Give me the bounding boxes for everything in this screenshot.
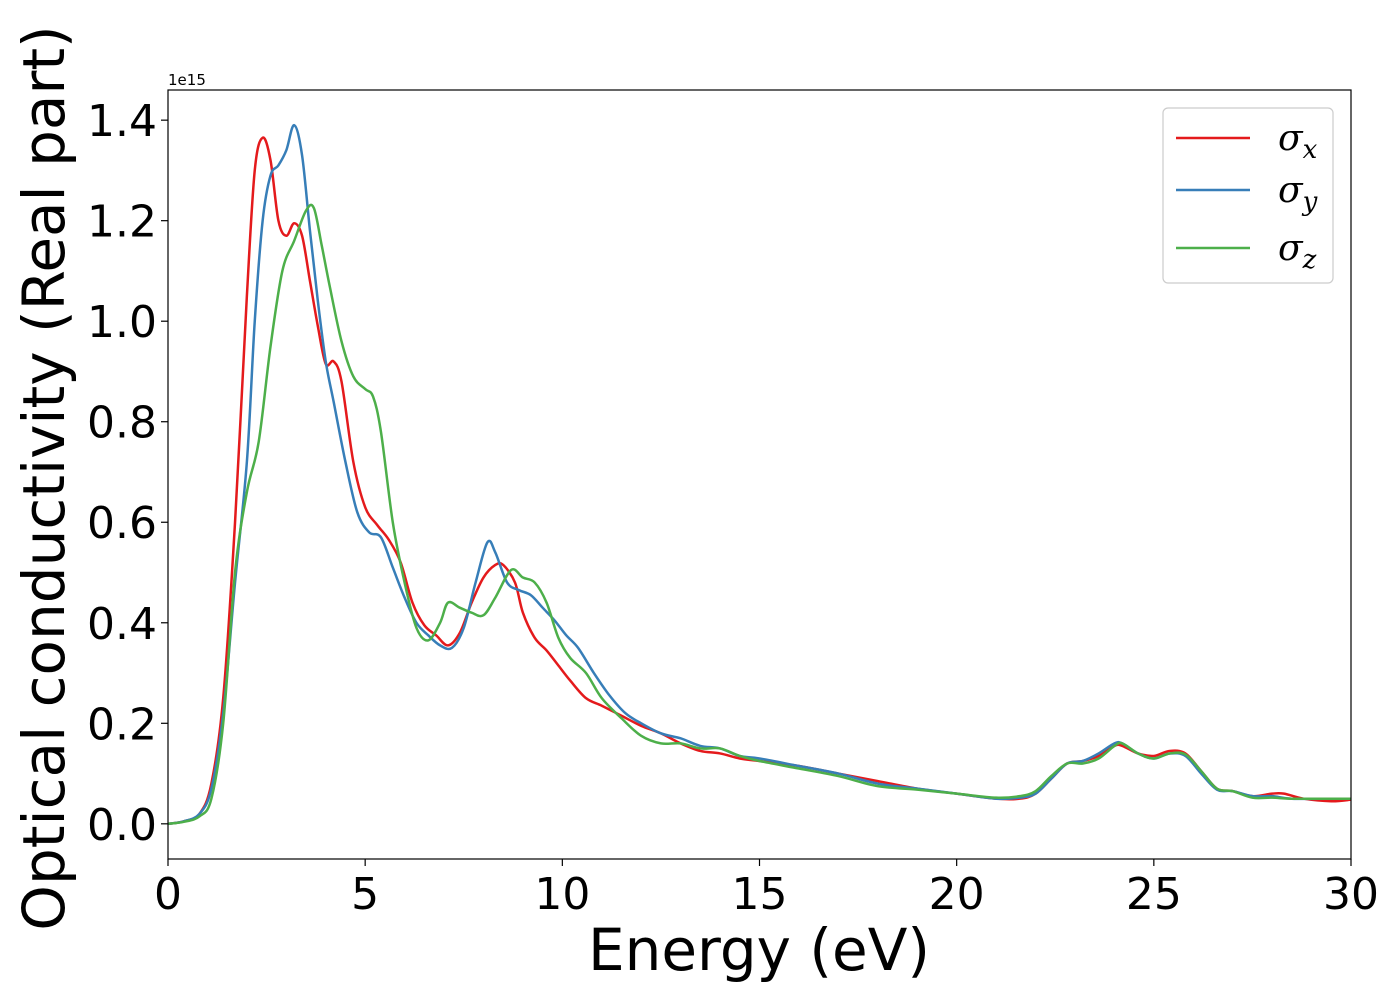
y-offset-label: 1e15 [168, 71, 206, 89]
series-lines [167, 123, 1352, 826]
legend-box [1162, 107, 1334, 284]
legend-label-sigma-x: σx [1278, 118, 1318, 165]
series-line-sigma-x [167, 136, 1352, 826]
y-tick-label: 0.0 [87, 800, 157, 851]
x-axis-ticks: 0 5 10 15 20 25 30 [154, 859, 1379, 920]
legend: σx σy σz [1162, 107, 1334, 284]
legend-symbol-sigma-y: σ [1278, 170, 1304, 211]
legend-symbol-sigma-z: σ [1278, 228, 1304, 269]
x-tick-label: 0 [154, 869, 182, 920]
y-tick-label: 0.6 [87, 498, 157, 549]
series-line-sigma-z [167, 203, 1351, 826]
x-tick-label: 10 [534, 869, 590, 920]
plot-area [168, 90, 1351, 859]
legend-subscript-x: x [1303, 135, 1318, 165]
legend-label-sigma-z: σz [1278, 228, 1317, 275]
y-axis-ticks: 0.0 0.2 0.4 0.6 0.8 1.0 1.2 1.4 [87, 96, 168, 851]
legend-subscript-y: y [1302, 187, 1318, 217]
y-tick-label: 0.2 [87, 699, 157, 750]
series-line-sigma-y [167, 123, 1351, 826]
x-tick-label: 25 [1126, 869, 1182, 920]
y-tick-label: 0.8 [87, 398, 157, 449]
y-tick-label: 1.4 [87, 96, 157, 147]
y-tick-label: 0.4 [87, 599, 157, 650]
legend-label-sigma-y: σy [1278, 170, 1318, 217]
x-axis-label: Energy (eV) [588, 916, 930, 984]
legend-symbol-sigma-x: σ [1278, 118, 1304, 159]
y-tick-label: 1.0 [87, 297, 157, 348]
x-tick-label: 30 [1323, 869, 1379, 920]
x-tick-label: 20 [929, 869, 985, 920]
y-tick-label: 1.2 [87, 197, 157, 248]
legend-subscript-z: z [1302, 245, 1317, 275]
y-axis-label: Optical conductivity (Real part) [10, 25, 78, 930]
x-tick-label: 5 [351, 869, 379, 920]
x-tick-label: 15 [732, 869, 788, 920]
